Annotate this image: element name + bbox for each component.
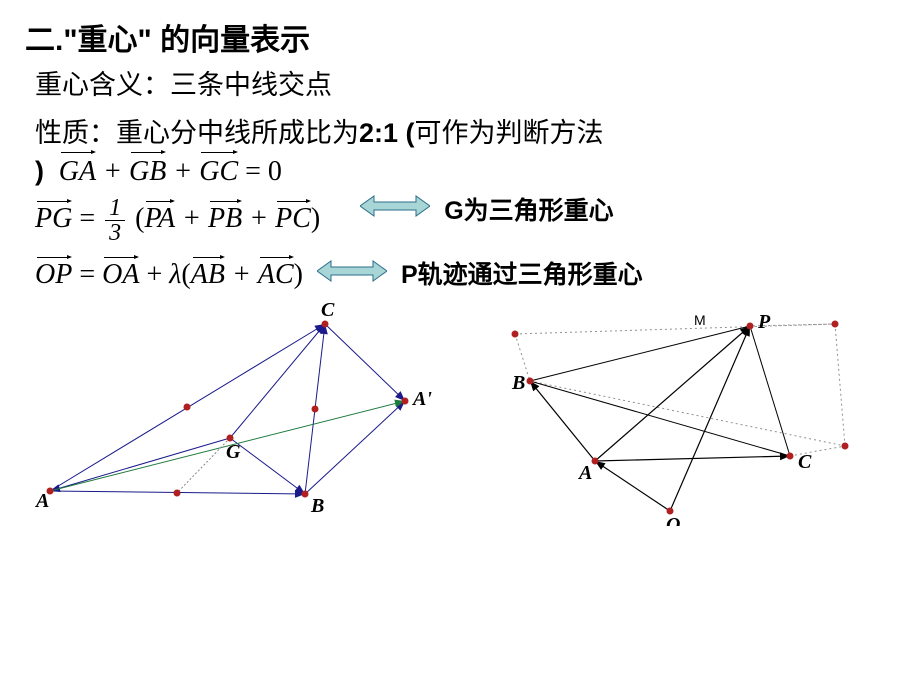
svg-text:M: M	[694, 312, 706, 328]
svg-text:B: B	[310, 495, 324, 517]
subtitle: 重心含义：三条中线交点	[35, 63, 895, 102]
equation-3-row: OP = OA + λ(AB + AC) P轨迹通过三角形重心	[35, 255, 895, 291]
svg-text:G: G	[226, 441, 241, 463]
double-arrow-icon	[317, 258, 387, 289]
svg-text:C: C	[798, 451, 812, 473]
svg-text:B: B	[511, 372, 525, 394]
double-arrow-icon	[360, 193, 430, 224]
note-p-locus: P轨迹通过三角形重心	[401, 255, 643, 291]
diagram-right: O A B C P M	[475, 296, 885, 526]
vec-ga: GA	[59, 151, 96, 190]
note-g-centroid: G为三角形重心	[444, 191, 613, 227]
vec-pg: PG	[35, 200, 72, 235]
property-text: 性质：重心分中线所成比为2:1 (可作为判断方法) GA + GB + GC =…	[35, 116, 895, 190]
svg-text:A: A	[35, 490, 49, 512]
svg-text:A: A	[577, 462, 592, 484]
diagram-left: A B C A' G	[35, 296, 445, 526]
svg-text:O: O	[666, 514, 680, 526]
vec-gb: GB	[129, 151, 166, 190]
svg-text:A': A'	[411, 388, 432, 410]
equation-2-row: PG = 13 (PA + PB + PC) G为三角形重心	[35, 196, 895, 245]
vec-gc: GC	[199, 151, 238, 190]
vec-op: OP	[35, 256, 72, 291]
svg-text:C: C	[321, 299, 335, 321]
section-title: 二."重心" 的向量表示	[25, 15, 895, 59]
svg-text:P: P	[757, 311, 771, 333]
